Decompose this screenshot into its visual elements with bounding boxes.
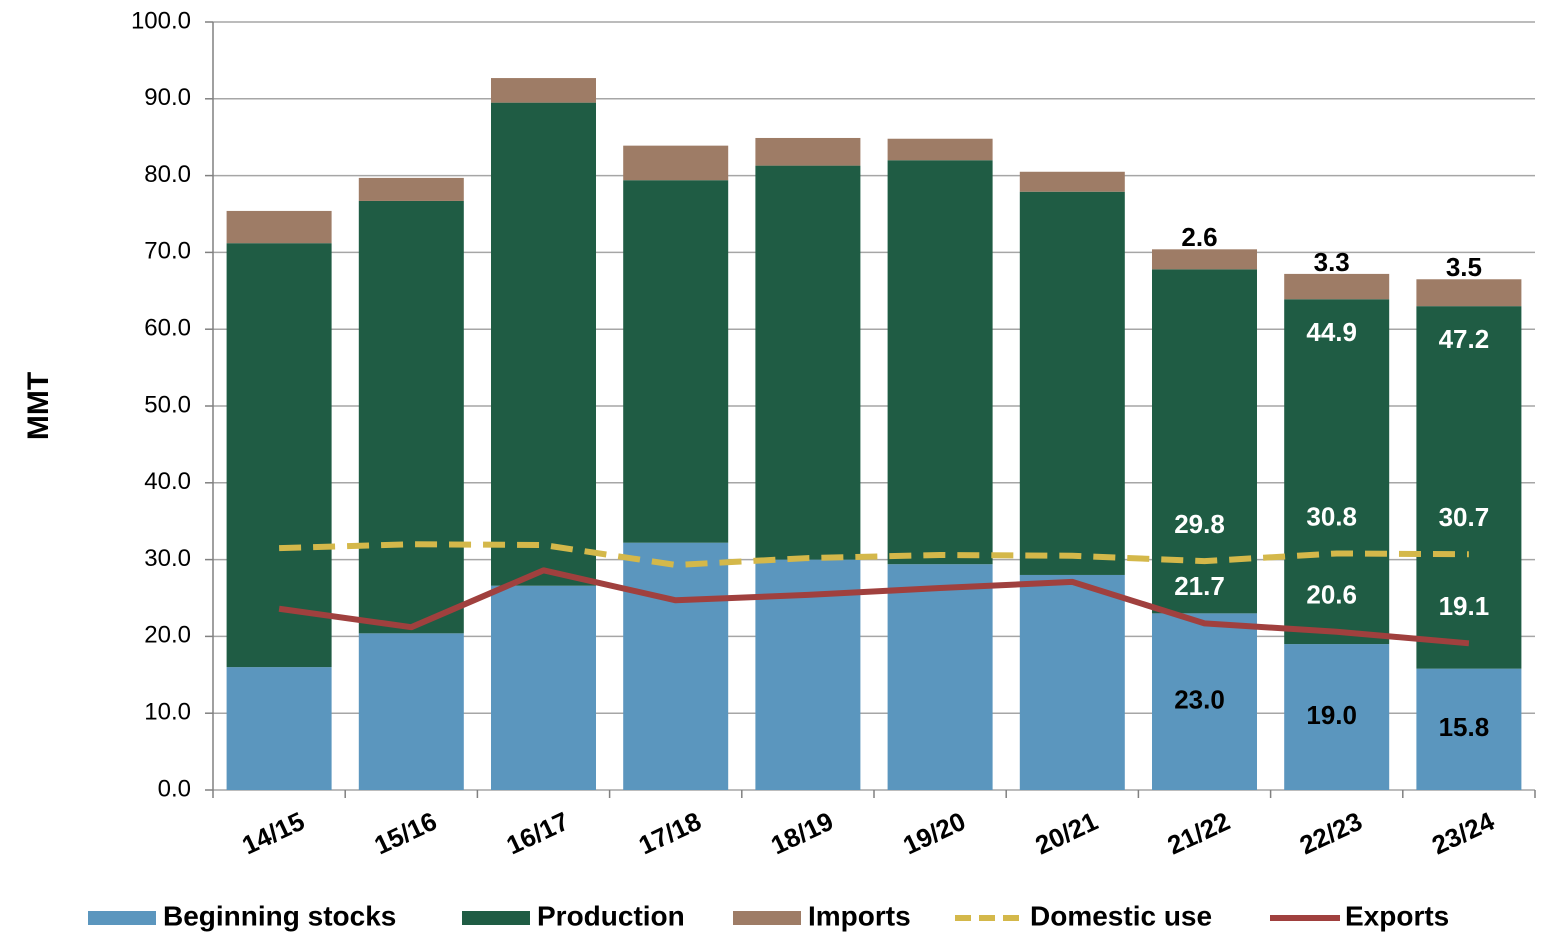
data-label: 29.8 xyxy=(1174,509,1225,539)
data-label: 15.8 xyxy=(1439,712,1490,742)
bar-segment xyxy=(1152,249,1257,270)
bar-segment xyxy=(1152,269,1257,614)
data-label: 19.0 xyxy=(1306,700,1357,730)
legend-swatch xyxy=(88,911,156,925)
bar-segment xyxy=(1152,613,1257,790)
x-tick-label: 15/16 xyxy=(370,806,442,861)
y-tick-label: 0.0 xyxy=(158,775,191,802)
legend-label: Domestic use xyxy=(1030,900,1212,931)
x-tick-label: 18/19 xyxy=(766,806,838,861)
bar-segment xyxy=(1284,299,1390,645)
data-label: 21.7 xyxy=(1174,571,1225,601)
line xyxy=(278,567,1470,647)
data-label: 44.9 xyxy=(1306,317,1357,347)
bar-segment xyxy=(491,102,596,586)
legend-label: Production xyxy=(537,900,685,931)
y-tick-label: 70.0 xyxy=(144,238,191,265)
x-tick-label: 23/24 xyxy=(1427,806,1499,861)
y-tick-label: 90.0 xyxy=(144,84,191,111)
bar-segment xyxy=(623,180,729,543)
bar-segment xyxy=(226,667,332,790)
bar-segment xyxy=(358,177,464,201)
data-label: 47.2 xyxy=(1439,324,1490,354)
y-tick-label: 100.0 xyxy=(131,7,191,34)
bar-segment xyxy=(358,633,464,790)
bar-segment xyxy=(755,137,861,166)
x-tick-label: 19/20 xyxy=(898,806,970,861)
x-tick-label: 20/21 xyxy=(1031,806,1103,861)
legend-label: Exports xyxy=(1345,900,1449,931)
bar-segment xyxy=(226,210,332,244)
data-label: 20.6 xyxy=(1306,580,1357,610)
x-tick-label: 16/17 xyxy=(502,806,574,861)
bar-segment xyxy=(1284,273,1390,300)
bar-segment xyxy=(358,200,464,634)
bar-segment xyxy=(755,165,861,560)
legend-label: Imports xyxy=(808,900,911,931)
bar-segment xyxy=(226,243,332,668)
bar-segment xyxy=(623,542,729,790)
y-axis-label: MMT xyxy=(22,372,55,440)
bar-segment xyxy=(1416,668,1522,790)
y-tick-label: 50.0 xyxy=(144,391,191,418)
data-label: 3.5 xyxy=(1446,252,1482,282)
bar-segment xyxy=(491,78,596,103)
data-label: 30.8 xyxy=(1306,501,1357,531)
bar-segment xyxy=(1416,279,1522,307)
data-label: 3.3 xyxy=(1314,247,1350,277)
legend-swatch xyxy=(733,911,801,925)
x-tick-label: 22/23 xyxy=(1295,806,1367,861)
y-tick-label: 40.0 xyxy=(144,468,191,495)
line xyxy=(279,541,1469,568)
bar-segment xyxy=(1416,306,1522,669)
bar-segment xyxy=(1284,644,1390,790)
bar-segment xyxy=(623,145,729,181)
data-label: 2.6 xyxy=(1181,222,1217,252)
y-tick-label: 60.0 xyxy=(144,315,191,342)
data-label: 30.7 xyxy=(1439,502,1490,532)
bar-segment xyxy=(1019,574,1125,790)
data-label: 23.0 xyxy=(1174,685,1225,715)
y-tick-label: 20.0 xyxy=(144,622,191,649)
x-tick-label: 14/15 xyxy=(237,806,309,861)
bar-segment xyxy=(887,564,993,790)
bar-segment xyxy=(1019,171,1125,192)
x-tick-label: 21/22 xyxy=(1163,806,1235,861)
data-label: 19.1 xyxy=(1439,591,1490,621)
bar-segment xyxy=(491,585,596,790)
y-tick-label: 80.0 xyxy=(144,161,191,188)
bar-segment xyxy=(1019,191,1125,575)
legend-swatch xyxy=(462,911,530,925)
legend-label: Beginning stocks xyxy=(163,900,396,931)
y-tick-label: 30.0 xyxy=(144,545,191,572)
x-tick-label: 17/18 xyxy=(634,806,706,861)
bar-segment xyxy=(887,160,993,565)
y-tick-label: 10.0 xyxy=(144,699,191,726)
bar-segment xyxy=(887,138,993,161)
